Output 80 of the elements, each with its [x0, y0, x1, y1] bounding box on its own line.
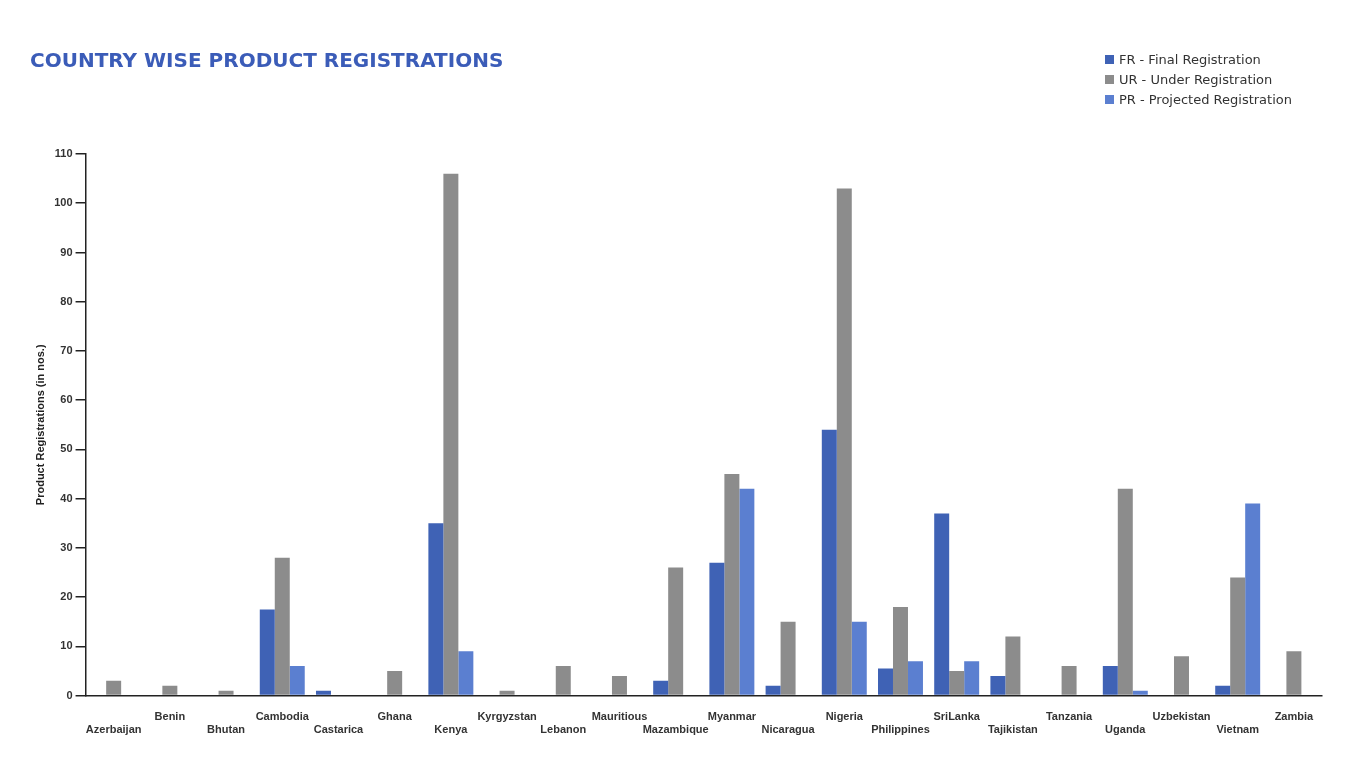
bar [443, 173, 459, 695]
bar [709, 562, 725, 695]
x-tick-label: Benin [154, 710, 186, 723]
x-tick-label: SriLanka [933, 710, 981, 723]
bar [724, 474, 740, 695]
bar [1102, 666, 1118, 695]
bar [964, 661, 980, 695]
bar [218, 690, 234, 695]
x-tick-label: Myanmar [707, 710, 757, 723]
y-tick-label: 10 [60, 639, 73, 652]
bar [1061, 666, 1077, 695]
bar [1286, 651, 1302, 695]
bar [892, 606, 908, 695]
bar [821, 429, 837, 695]
bar [765, 685, 781, 695]
y-axis-title: Product Registrations (in nos.) [33, 344, 46, 506]
bar [780, 621, 796, 695]
x-tick-label: Azerbaijan [85, 723, 142, 736]
bar [106, 680, 122, 695]
bar [259, 609, 275, 695]
bar [949, 670, 965, 695]
bar [668, 567, 684, 695]
x-tick-label: Kenya [434, 723, 469, 736]
y-tick-label: 0 [66, 688, 73, 701]
y-tick-label: 40 [60, 491, 73, 504]
bar [274, 557, 290, 695]
bar [990, 675, 1006, 695]
legend-label: PR - Projected Registration [1118, 92, 1292, 107]
y-tick-label: 20 [60, 590, 73, 603]
x-tick-label: Cambodia [255, 710, 310, 723]
x-tick-label: Vietnam [1216, 723, 1260, 736]
x-tick-label: Uzbekistan [1152, 710, 1211, 723]
legend-label: UR - Under Registration [1118, 72, 1273, 87]
x-tick-label: Philippines [871, 723, 930, 736]
y-tick-label: 90 [60, 245, 73, 258]
bar [458, 651, 474, 695]
bar [907, 661, 923, 695]
bar [555, 666, 571, 695]
y-tick-label: 80 [60, 294, 73, 307]
bar [934, 513, 950, 695]
bar [653, 680, 669, 695]
bar [387, 670, 403, 695]
x-tick-label: Castarica [313, 723, 365, 736]
bar [1230, 577, 1246, 695]
y-tick-label: 100 [54, 196, 73, 209]
y-tick-label: 70 [60, 343, 73, 356]
bar [1245, 503, 1261, 695]
x-tick-label: Bhutan [207, 723, 246, 736]
bar [836, 188, 852, 695]
bar [878, 668, 893, 695]
x-tick-label: Mazambique [642, 723, 709, 736]
legend-label: FR - Final Registration [1118, 52, 1261, 67]
bar [1132, 690, 1148, 695]
bar [851, 621, 867, 695]
bar [315, 690, 331, 695]
x-tick-label: Mauritious [591, 710, 648, 723]
bar [1005, 636, 1021, 695]
x-tick-label: Nigeria [825, 710, 864, 723]
bar [1117, 488, 1133, 695]
bar [428, 523, 444, 695]
bar [162, 685, 178, 695]
bar [289, 666, 305, 695]
bar [499, 690, 515, 695]
bar [1174, 656, 1189, 695]
x-tick-label: Tanzania [1045, 710, 1094, 723]
x-tick-label: Tajikistan [987, 723, 1039, 736]
x-tick-label: Ghana [377, 710, 413, 723]
x-tick-label: Kyrgyzstan [477, 710, 537, 723]
x-tick-label: Nicaragua [761, 723, 816, 736]
chart-title: COUNTRY WISE PRODUCT REGISTRATIONS [30, 48, 504, 73]
bar [739, 488, 755, 695]
y-tick-label: 30 [60, 540, 73, 553]
x-tick-label: Uganda [1105, 723, 1147, 736]
bar [1215, 685, 1231, 695]
y-tick-label: 50 [60, 442, 73, 455]
x-tick-label: Lebanon [540, 723, 587, 736]
y-tick-label: 60 [60, 393, 73, 406]
bar [611, 675, 627, 695]
x-tick-label: Zambia [1274, 710, 1315, 723]
y-tick-label: 110 [54, 147, 73, 160]
